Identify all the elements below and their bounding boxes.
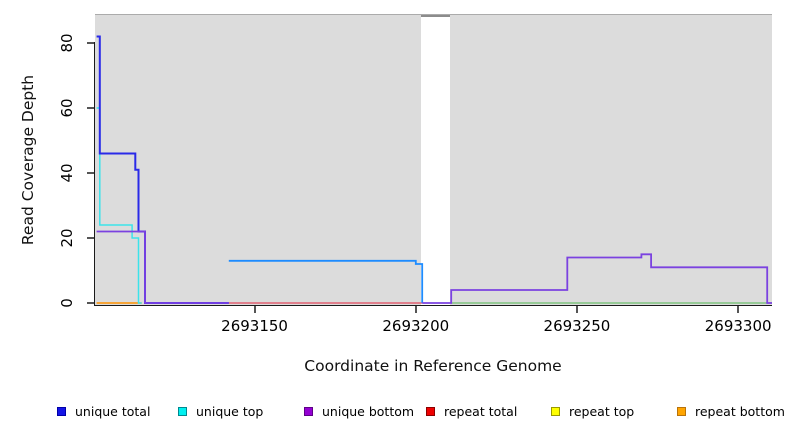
legend-item-unique-bottom: unique bottom xyxy=(304,402,414,420)
unique-bottom-left-line xyxy=(96,230,229,304)
y-tick-mark xyxy=(87,42,94,44)
plot-top-border xyxy=(95,14,772,15)
x-tick-label: 2693150 xyxy=(221,317,288,335)
x-tick-label: 2693250 xyxy=(543,317,611,335)
x-tick-label: 2693200 xyxy=(382,317,450,335)
legend-label: unique bottom xyxy=(322,403,415,419)
legend-swatch-icon xyxy=(57,406,66,416)
legend-item-unique-total: unique total xyxy=(57,402,150,420)
x-tick-label: 2693300 xyxy=(704,317,772,335)
legend-item-unique-top: unique top xyxy=(178,402,263,420)
legend-swatch-icon xyxy=(426,406,435,416)
unique-bottom-right-line xyxy=(422,253,772,304)
y-tick-label: 0 xyxy=(58,298,76,308)
y-tick-mark xyxy=(87,107,94,109)
legend-label: repeat total xyxy=(444,403,518,419)
x-axis-title: Coordinate in Reference Genome xyxy=(304,357,562,375)
x-tick-mark xyxy=(253,306,256,313)
y-tick-mark xyxy=(87,237,94,239)
x-tick-mark xyxy=(575,306,578,313)
x-tick-mark xyxy=(414,306,417,313)
y-tick-mark xyxy=(87,172,94,174)
legend-item-repeat-total: repeat total xyxy=(426,402,517,420)
y-tick-label: 20 xyxy=(58,228,76,248)
legend-label: repeat top xyxy=(569,403,635,419)
y-tick-label: 80 xyxy=(58,33,76,53)
y-axis-line xyxy=(94,42,95,306)
y-tick-label: 40 xyxy=(58,163,76,183)
legend-swatch-icon xyxy=(304,406,313,416)
unique-top-line xyxy=(96,107,142,304)
plot-lines-svg xyxy=(96,35,772,304)
legend-swatch-icon xyxy=(551,406,560,416)
legend: unique total unique top unique bottom repea… xyxy=(0,399,792,423)
legend-label: unique top xyxy=(196,403,264,419)
x-tick-mark xyxy=(737,306,740,313)
legend-swatch-icon xyxy=(677,406,686,416)
legend-swatch-icon xyxy=(178,406,187,416)
legend-label: repeat bottom xyxy=(695,403,785,419)
y-tick-label: 60 xyxy=(58,98,76,118)
y-tick-mark xyxy=(87,302,94,304)
x-axis-line xyxy=(95,305,772,306)
legend-item-repeat-top: repeat top xyxy=(551,402,634,420)
legend-item-repeat-bottom: repeat bottom xyxy=(677,402,785,420)
legend-label: unique total xyxy=(75,403,151,419)
unique-total-left-line xyxy=(96,35,229,304)
coverage-gap-band xyxy=(421,15,450,305)
unique-total-right-line xyxy=(228,259,424,303)
y-axis-title: Read Coverage Depth xyxy=(19,74,37,246)
